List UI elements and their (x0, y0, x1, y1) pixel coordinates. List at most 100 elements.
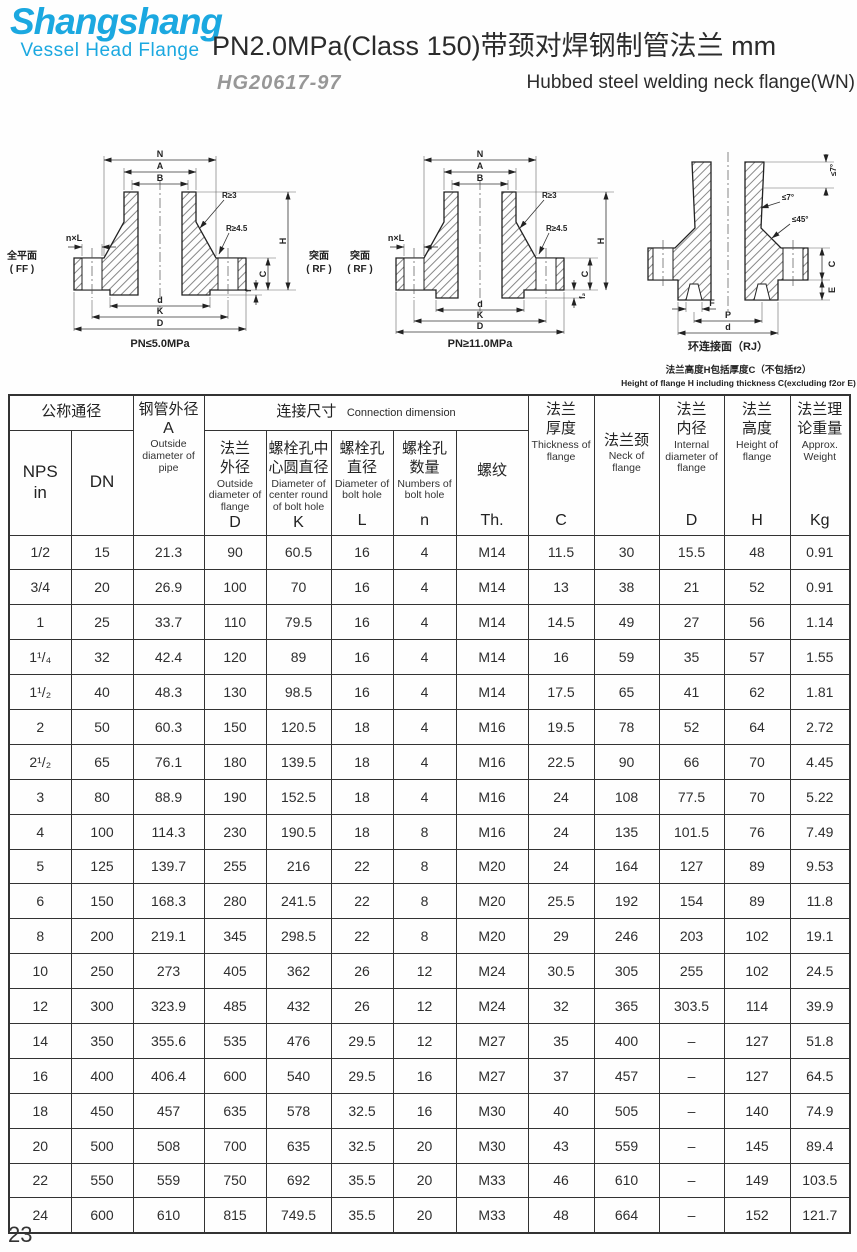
table-cell: M20 (455, 918, 529, 955)
logo-tagline: Vessel Head Flange (20, 39, 200, 61)
connection-en: Connection dimension (346, 407, 456, 420)
table-cell: 50 (70, 708, 134, 745)
drawing3-caption: 环连接面（RJ） (688, 339, 768, 353)
table-cell: 750 (203, 1162, 267, 1199)
pipe-od-symbol: A (163, 420, 174, 437)
table-cell: 16 (330, 604, 394, 641)
table-cell: 664 (593, 1197, 660, 1234)
table-cell: 127 (723, 1057, 791, 1094)
dim-label-r45: R≥4.5 (546, 224, 568, 233)
table-cell: 219.1 (132, 918, 205, 955)
table-cell: 815 (203, 1197, 267, 1234)
table-cell: 150 (70, 883, 134, 920)
table-row: 2¹/₂ 65 76.1 180 139.5 18 4 M16 22.5 90 66 70 4.45 (8, 743, 851, 780)
table-cell: 114 (723, 988, 791, 1024)
table-cell: 16 (330, 674, 394, 710)
table-cell: 400 (593, 1022, 660, 1059)
table-cell: 35.5 (330, 1162, 394, 1199)
table-cell: 65 (593, 674, 660, 710)
table-cell: 485 (203, 988, 267, 1024)
table-cell: 32.5 (330, 1127, 394, 1164)
dim-label-f2: f₂ (578, 292, 587, 299)
table-cell: 635 (265, 1127, 332, 1164)
dimension-lines (672, 154, 834, 336)
table-cell: 150 (203, 708, 267, 745)
table-cell: 120.5 (265, 708, 332, 745)
table-cell: 62 (723, 674, 791, 710)
table-cell: 89 (723, 848, 791, 885)
flange-od-symbol: D (229, 513, 241, 531)
bolt-hole-dia-en: Diameter of bolt hole (334, 477, 390, 502)
note-cn: 法兰高度H包括厚度C（不包括f2） (665, 365, 812, 376)
pipe-od-cn: 钢管外径 (138, 401, 199, 419)
table-cell: 476 (265, 1022, 332, 1059)
nps-label: NPS in (22, 462, 58, 502)
drawing-wn-flange-rj: ≤7° ≤7° ≤45° C E F P d 环连接面（RJ） 法兰高度H包括厚… (620, 140, 857, 388)
table-cell: 152 (723, 1197, 791, 1234)
table-cell: 57 (723, 639, 791, 676)
table-cell: 2 (8, 708, 72, 745)
header-flange-od: 法兰外径 Outside diameter of flange D (203, 429, 267, 536)
table-cell: 25 (70, 604, 134, 641)
table-row: 16 400 406.4 600 540 29.5 16 M27 37 457–127 64.5 (8, 1057, 851, 1094)
table-cell: 74.9 (789, 1092, 851, 1129)
table-cell: 140 (723, 1092, 791, 1129)
table-cell: 32 (70, 639, 134, 676)
bolt-hole-num-en: Numbers of bolt hole (397, 477, 452, 502)
table-cell: M14 (455, 534, 529, 571)
table-cell: – (658, 1127, 725, 1164)
table-cell: 200 (70, 918, 134, 955)
table-cell: 230 (203, 813, 267, 850)
table-cell: 3/4 (8, 569, 72, 606)
header-nominal-diameter: 公称通径 (8, 394, 134, 431)
table-cell: 22 (330, 848, 394, 885)
dim-label-e: E (827, 287, 837, 293)
dim-label-a: A (477, 161, 484, 171)
table-cell: 125 (70, 848, 134, 885)
table-cell: 8 (392, 813, 457, 850)
flange-spec-table: 公称通径 钢管外径 A Outside diameter of pipe 连接尺… (8, 394, 852, 1234)
thread-symbol: Th. (480, 512, 504, 529)
table-row: 14 350 355.6 535 476 29.5 12 M27 35 400–127 51.8 (8, 1022, 851, 1059)
header-flange-height: 法兰高度 Height of flange H (723, 394, 791, 536)
table-cell: 5 (8, 848, 72, 885)
connection-cn: 连接尺寸 (276, 403, 337, 421)
table-cell: 12 (392, 988, 457, 1024)
table-cell: M30 (455, 1127, 529, 1164)
flange-height-cn: 法兰高度 (742, 401, 773, 437)
table-cell: M14 (455, 674, 529, 710)
table-cell: 59 (593, 639, 660, 676)
thread-cn: 螺纹 (477, 462, 508, 479)
table-cell: – (658, 1057, 725, 1094)
table-cell: 362 (265, 953, 332, 990)
table-cell: 1¹/₄ (8, 639, 72, 676)
table-cell: 14.5 (527, 604, 595, 641)
table-cell: 4.45 (789, 743, 851, 780)
table-cell: 20 (392, 1127, 457, 1164)
table-cell: M14 (455, 639, 529, 676)
table-row: 1¹/₂ 40 48.3 130 98.5 16 4 M14 17.5 65 41 62 1.81 (8, 674, 851, 710)
table-cell: 4 (8, 813, 72, 850)
dim-label-d-big: D (157, 318, 164, 328)
table-cell: 16 (330, 534, 394, 571)
table-cell: 90 (203, 534, 267, 571)
table-cell: 17.5 (527, 674, 595, 710)
table-cell: 700 (203, 1127, 267, 1164)
table-cell: 89.4 (789, 1127, 851, 1164)
table-cell: 103.5 (789, 1162, 851, 1199)
table-cell: 18 (330, 813, 394, 850)
standard-number: HG20617-97 (217, 72, 342, 94)
table-cell: 52 (658, 708, 725, 745)
table-cell: 38 (593, 569, 660, 606)
table-cell: 164 (593, 848, 660, 885)
table-row: 6 150 168.3 280 241.5 22 8 M20 25.5 192 154 89 11.8 (8, 883, 851, 920)
table-cell: 21.3 (132, 534, 205, 571)
flange-diagram-2: N A B R≥3 R≥4.5 n×L f₂ C H d K D PN≥11.0… (347, 149, 614, 350)
table-cell: 25.5 (527, 883, 595, 920)
table-cell: 24 (527, 813, 595, 850)
table-cell: 350 (70, 1022, 134, 1059)
table-cell: 16 (392, 1092, 457, 1129)
table-cell: 127 (723, 1022, 791, 1059)
table-cell: 18 (8, 1092, 72, 1129)
table-cell: 12 (8, 988, 72, 1024)
